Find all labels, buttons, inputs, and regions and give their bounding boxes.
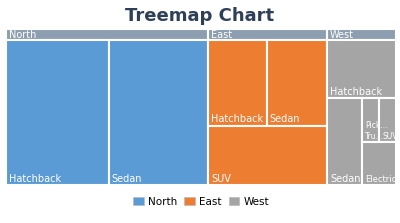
Text: West: West bbox=[330, 30, 354, 40]
FancyBboxPatch shape bbox=[208, 29, 327, 40]
Text: Pick...
Tru...: Pick... Tru... bbox=[365, 121, 387, 141]
Text: North: North bbox=[9, 30, 36, 40]
FancyBboxPatch shape bbox=[327, 99, 362, 185]
Text: Electric: Electric bbox=[365, 175, 396, 184]
Text: Hatchback: Hatchback bbox=[211, 114, 263, 124]
Text: Hatchback: Hatchback bbox=[9, 174, 61, 184]
FancyBboxPatch shape bbox=[379, 99, 396, 142]
FancyBboxPatch shape bbox=[362, 142, 396, 185]
Text: Hatchback: Hatchback bbox=[330, 87, 382, 97]
FancyBboxPatch shape bbox=[208, 126, 327, 185]
FancyBboxPatch shape bbox=[266, 40, 327, 126]
Text: Sedan: Sedan bbox=[270, 114, 300, 124]
Text: SUV: SUV bbox=[211, 174, 231, 184]
Text: East: East bbox=[211, 30, 232, 40]
Legend: North, East, West: North, East, West bbox=[129, 193, 273, 211]
FancyBboxPatch shape bbox=[327, 40, 396, 99]
FancyBboxPatch shape bbox=[6, 40, 108, 185]
FancyBboxPatch shape bbox=[108, 40, 208, 185]
FancyBboxPatch shape bbox=[6, 29, 208, 40]
Text: SUV: SUV bbox=[382, 132, 398, 141]
Text: Sedan: Sedan bbox=[112, 174, 142, 184]
FancyBboxPatch shape bbox=[208, 40, 266, 126]
FancyBboxPatch shape bbox=[327, 29, 396, 40]
Text: Sedan: Sedan bbox=[330, 174, 360, 184]
Text: Treemap Chart: Treemap Chart bbox=[126, 7, 274, 25]
FancyBboxPatch shape bbox=[362, 99, 379, 142]
